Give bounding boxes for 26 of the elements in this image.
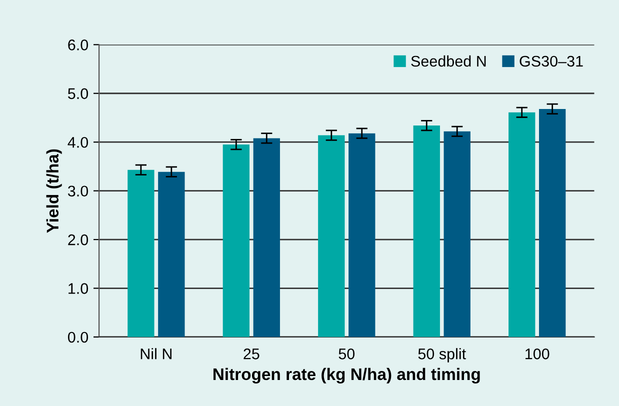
x-tick-label: 50 [338,348,355,360]
bar [413,126,440,337]
bar [539,108,566,337]
bar [128,170,154,337]
legend-label: GS30–31 [520,56,583,67]
bar [253,138,280,337]
bar [348,133,376,337]
y-tick-label: 4.0 [68,136,88,148]
y-tick-label: 0.0 [68,332,88,343]
bar [318,135,345,337]
x-tick-label: 50 split [418,348,466,362]
x-axis-title: Nitrogen rate (kg N/ha) and timing [214,368,480,384]
y-tick-label: 1.0 [68,283,88,294]
y-tick-label: 3.0 [68,186,88,197]
y-tick-label: 6.0 [68,40,88,50]
y-axis-title: Yield (t/ha) [46,149,62,233]
bar [508,112,536,337]
x-tick-label: 100 [526,348,550,360]
legend-label: Seedbed N [411,55,486,67]
bar [222,144,250,337]
y-tick-label: 2.0 [68,234,88,246]
bar [158,172,185,337]
y-tick-label: 5.0 [68,88,88,100]
bar [444,131,470,337]
x-tick-label: Nil N [140,348,172,360]
x-tick-label: 25 [244,348,260,360]
